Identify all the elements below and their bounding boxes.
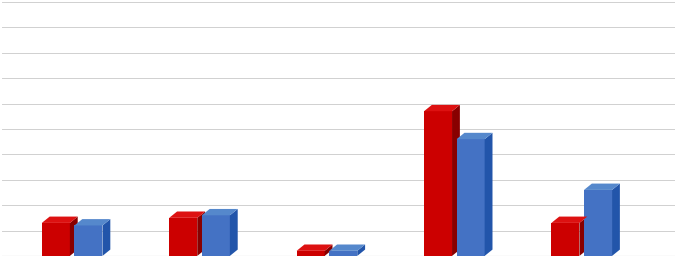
- Bar: [297, 251, 325, 256]
- Polygon shape: [456, 133, 492, 139]
- Bar: [329, 251, 357, 256]
- Polygon shape: [424, 105, 460, 111]
- Polygon shape: [230, 209, 238, 256]
- Polygon shape: [485, 133, 492, 256]
- Polygon shape: [197, 212, 205, 256]
- Polygon shape: [584, 184, 620, 190]
- Polygon shape: [70, 216, 78, 256]
- Polygon shape: [329, 245, 365, 251]
- Polygon shape: [169, 212, 205, 218]
- Polygon shape: [202, 209, 238, 215]
- Polygon shape: [325, 245, 332, 256]
- Bar: [551, 223, 580, 256]
- Polygon shape: [42, 216, 78, 223]
- Bar: [202, 215, 230, 256]
- Polygon shape: [612, 184, 620, 256]
- Bar: [74, 225, 102, 256]
- Bar: [456, 139, 485, 256]
- Polygon shape: [297, 245, 332, 251]
- Polygon shape: [580, 216, 587, 256]
- Bar: [169, 218, 197, 256]
- Polygon shape: [551, 216, 587, 223]
- Bar: [42, 223, 70, 256]
- Polygon shape: [102, 219, 110, 256]
- Bar: [584, 190, 612, 256]
- Polygon shape: [357, 245, 365, 256]
- Polygon shape: [452, 105, 460, 256]
- Bar: [424, 111, 452, 256]
- Polygon shape: [74, 219, 110, 225]
